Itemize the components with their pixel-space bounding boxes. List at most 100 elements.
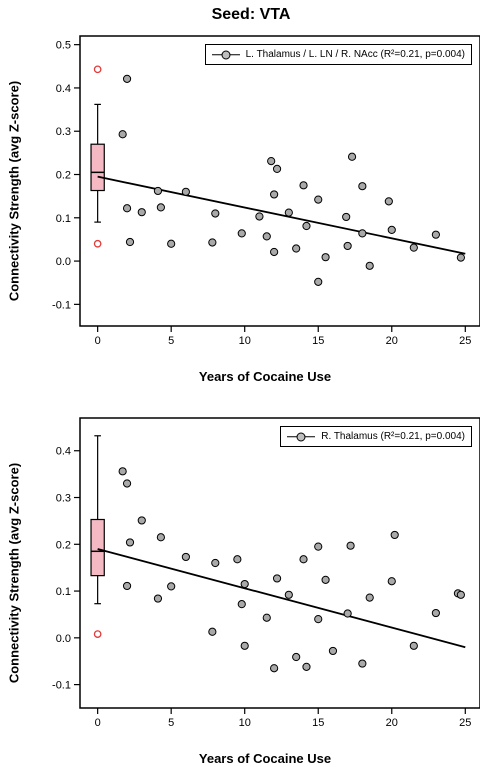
y-tick-label: 0.1 bbox=[56, 586, 71, 598]
data-point bbox=[388, 226, 395, 233]
data-point bbox=[285, 209, 292, 216]
data-point bbox=[322, 576, 329, 583]
y-tick-label: 0.2 bbox=[56, 539, 71, 551]
x-axis-label: Years of Cocaine Use bbox=[199, 751, 331, 766]
data-point bbox=[300, 182, 307, 189]
y-tick-label: 0.4 bbox=[56, 83, 71, 95]
x-tick-label: 10 bbox=[239, 717, 251, 729]
figure-suptitle: Seed: VTA bbox=[0, 6, 502, 24]
data-point bbox=[271, 248, 278, 255]
boxplot-box bbox=[91, 520, 104, 576]
data-point bbox=[263, 233, 270, 240]
data-point bbox=[168, 583, 175, 590]
data-point bbox=[273, 575, 280, 582]
data-point bbox=[212, 210, 219, 217]
data-point bbox=[347, 542, 354, 549]
data-point bbox=[391, 531, 398, 538]
x-axis-label: Years of Cocaine Use bbox=[199, 369, 331, 384]
data-point bbox=[315, 616, 322, 623]
data-point bbox=[343, 213, 350, 220]
data-point bbox=[329, 647, 336, 654]
data-point bbox=[123, 582, 130, 589]
data-point bbox=[322, 254, 329, 261]
data-point bbox=[410, 244, 417, 251]
x-tick-label: 5 bbox=[168, 335, 174, 347]
data-point bbox=[410, 642, 417, 649]
data-point bbox=[126, 539, 133, 546]
data-point bbox=[359, 230, 366, 237]
data-point bbox=[344, 242, 351, 249]
x-tick-label: 0 bbox=[95, 335, 101, 347]
x-tick-label: 5 bbox=[168, 717, 174, 729]
y-tick-label: -0.1 bbox=[52, 299, 71, 311]
data-point bbox=[138, 517, 145, 524]
data-point bbox=[271, 191, 278, 198]
data-point bbox=[359, 660, 366, 667]
data-point bbox=[303, 663, 310, 670]
chart-panel-bottom: Connectivity Strength (avg Z-score)Years… bbox=[50, 414, 480, 732]
data-point bbox=[154, 187, 161, 194]
y-tick-label: 0.1 bbox=[56, 213, 71, 225]
x-tick-label: 20 bbox=[386, 717, 398, 729]
data-point bbox=[238, 601, 245, 608]
data-point bbox=[123, 480, 130, 487]
data-point bbox=[315, 278, 322, 285]
x-tick-label: 15 bbox=[312, 335, 324, 347]
data-point bbox=[303, 222, 310, 229]
data-point bbox=[385, 198, 392, 205]
data-point bbox=[388, 578, 395, 585]
legend: L. Thalamus / L. LN / R. NAcc (R²=0.21, … bbox=[205, 44, 472, 65]
data-point bbox=[359, 183, 366, 190]
data-point bbox=[432, 609, 439, 616]
x-tick-label: 0 bbox=[95, 717, 101, 729]
data-point bbox=[119, 131, 126, 138]
data-point bbox=[273, 165, 280, 172]
plot-svg: 0510152025-0.10.00.10.20.30.40.5 bbox=[50, 32, 480, 350]
data-point bbox=[138, 209, 145, 216]
plot-svg: 0510152025-0.10.00.10.20.30.4 bbox=[50, 414, 480, 732]
y-tick-label: 0.4 bbox=[56, 446, 71, 458]
legend-text: R. Thalamus (R²=0.21, p=0.004) bbox=[321, 431, 465, 442]
y-tick-label: 0.5 bbox=[56, 40, 71, 52]
data-point bbox=[119, 468, 126, 475]
data-point bbox=[168, 240, 175, 247]
x-tick-label: 10 bbox=[239, 335, 251, 347]
data-point bbox=[348, 153, 355, 160]
chart-panel-top: Connectivity Strength (avg Z-score)Years… bbox=[50, 32, 480, 350]
data-point bbox=[366, 594, 373, 601]
data-point bbox=[293, 245, 300, 252]
data-point bbox=[182, 188, 189, 195]
data-point bbox=[241, 642, 248, 649]
data-point bbox=[123, 75, 130, 82]
boxplot-box bbox=[91, 144, 104, 190]
data-point bbox=[315, 543, 322, 550]
data-point bbox=[315, 196, 322, 203]
y-tick-label: 0.2 bbox=[56, 170, 71, 182]
data-point bbox=[285, 591, 292, 598]
data-point bbox=[457, 591, 464, 598]
data-point bbox=[182, 553, 189, 560]
data-point bbox=[300, 556, 307, 563]
data-point bbox=[209, 239, 216, 246]
data-point bbox=[126, 238, 133, 245]
data-point bbox=[293, 653, 300, 660]
data-point bbox=[271, 665, 278, 672]
data-point bbox=[241, 580, 248, 587]
data-point bbox=[209, 628, 216, 635]
y-tick-label: 0.0 bbox=[56, 256, 71, 268]
data-point bbox=[268, 157, 275, 164]
page: Seed: VTA Connectivity Strength (avg Z-s… bbox=[0, 0, 502, 767]
data-point bbox=[234, 556, 241, 563]
data-point bbox=[344, 610, 351, 617]
data-point bbox=[238, 230, 245, 237]
y-tick-label: -0.1 bbox=[52, 680, 71, 692]
legend-text: L. Thalamus / L. LN / R. NAcc (R²=0.21, … bbox=[246, 49, 465, 60]
data-point bbox=[157, 204, 164, 211]
y-tick-label: 0.0 bbox=[56, 633, 71, 645]
y-tick-label: 0.3 bbox=[56, 126, 71, 138]
data-point bbox=[157, 534, 164, 541]
x-tick-label: 20 bbox=[386, 335, 398, 347]
data-point bbox=[123, 205, 130, 212]
legend-marker-sample bbox=[287, 432, 315, 442]
data-point bbox=[256, 213, 263, 220]
